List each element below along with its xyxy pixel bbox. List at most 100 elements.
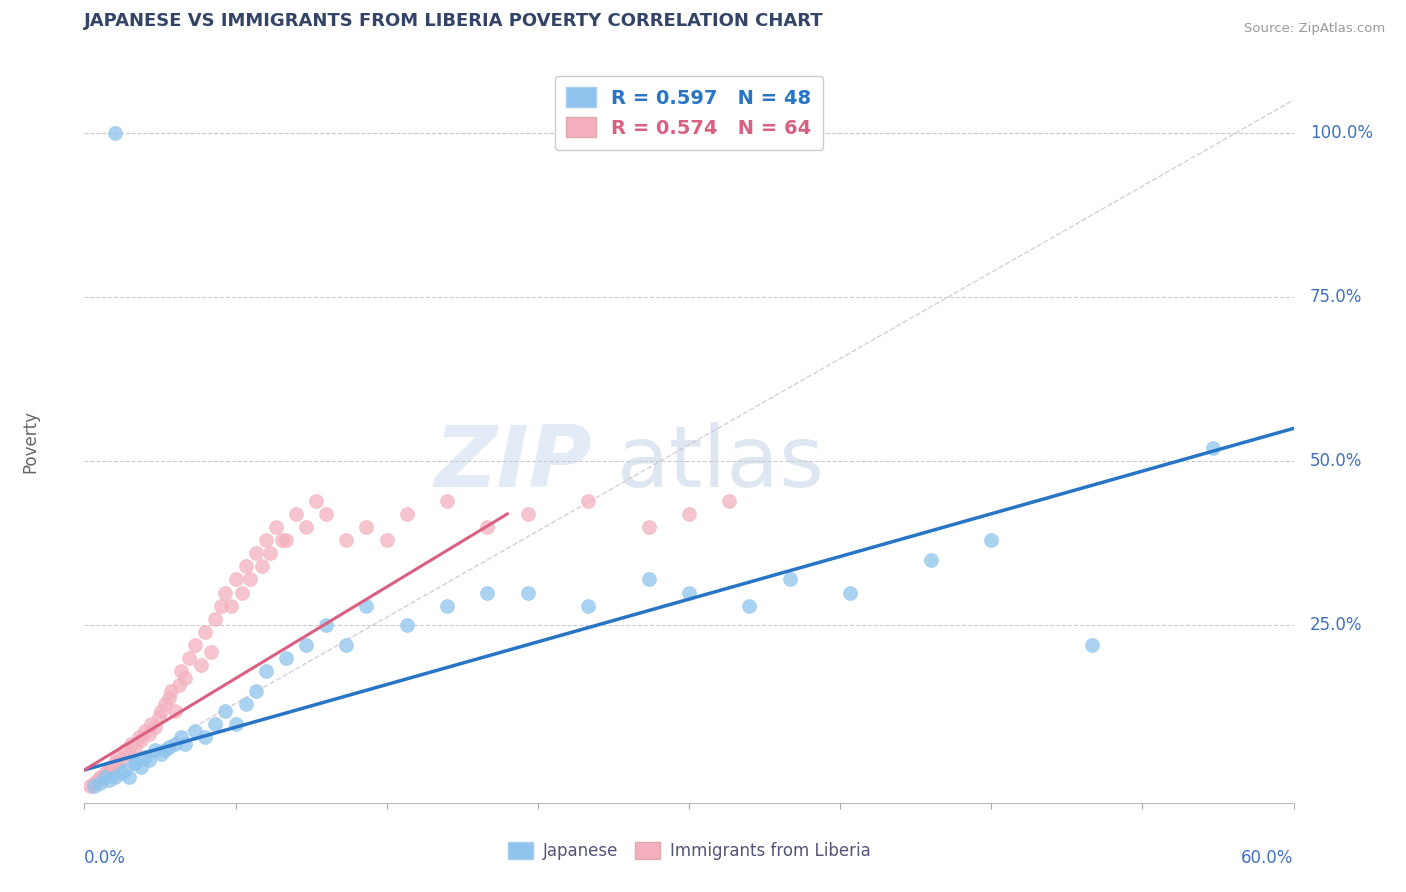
Point <box>114 743 136 757</box>
Legend: Japanese, Immigrants from Liberia: Japanese, Immigrants from Liberia <box>501 835 877 867</box>
Point <box>100 760 122 774</box>
Text: 100.0%: 100.0% <box>1309 124 1372 142</box>
Point <box>143 720 166 734</box>
Point <box>270 533 292 547</box>
Point <box>245 546 267 560</box>
Point <box>157 690 180 705</box>
Point <box>97 772 120 787</box>
Point <box>221 599 243 613</box>
Point <box>170 730 193 744</box>
Point <box>114 763 136 777</box>
Point <box>79 780 101 794</box>
Point <box>274 651 297 665</box>
Point <box>839 585 862 599</box>
Point <box>637 573 659 587</box>
Point <box>104 756 127 771</box>
Point <box>259 546 281 560</box>
Point <box>143 743 166 757</box>
Point <box>170 665 193 679</box>
Point <box>149 704 172 718</box>
Point <box>576 599 599 613</box>
Point <box>87 772 110 787</box>
Point <box>477 520 499 534</box>
Point <box>97 763 120 777</box>
Point <box>174 671 197 685</box>
Point <box>167 677 190 691</box>
Point <box>678 507 700 521</box>
Point <box>165 737 187 751</box>
Point <box>718 493 741 508</box>
Point <box>214 585 236 599</box>
Point <box>335 533 357 547</box>
Point <box>225 573 247 587</box>
Point <box>436 599 458 613</box>
Point <box>93 766 115 780</box>
Point <box>637 520 659 534</box>
Point <box>134 749 156 764</box>
Point <box>124 756 146 771</box>
Point <box>231 585 253 599</box>
Point <box>436 493 458 508</box>
Text: 0.0%: 0.0% <box>84 849 127 867</box>
Point <box>93 770 115 784</box>
Text: ZIP: ZIP <box>434 422 592 505</box>
Point <box>118 770 141 784</box>
Point <box>375 533 398 547</box>
Point <box>179 651 201 665</box>
Point <box>239 573 262 587</box>
Point <box>250 559 273 574</box>
Point <box>129 733 152 747</box>
Point <box>254 533 277 547</box>
Point <box>138 753 160 767</box>
Point <box>576 493 599 508</box>
Text: Poverty: Poverty <box>21 410 39 473</box>
Point <box>190 657 212 672</box>
Point <box>214 704 236 718</box>
Point <box>149 747 172 761</box>
Point <box>89 770 111 784</box>
Point <box>235 698 257 712</box>
Point <box>110 766 132 780</box>
Point <box>335 638 357 652</box>
Point <box>194 625 217 640</box>
Point <box>160 684 183 698</box>
Text: 25.0%: 25.0% <box>1309 616 1362 634</box>
Point <box>124 739 146 754</box>
Point <box>245 684 267 698</box>
Point <box>134 723 156 738</box>
Point <box>395 618 418 632</box>
Text: JAPANESE VS IMMIGRANTS FROM LIBERIA POVERTY CORRELATION CHART: JAPANESE VS IMMIGRANTS FROM LIBERIA POVE… <box>84 12 824 29</box>
Point <box>395 507 418 521</box>
Point <box>139 717 162 731</box>
Point <box>157 739 180 754</box>
Point <box>264 520 287 534</box>
Point <box>184 638 207 652</box>
Point <box>356 520 378 534</box>
Point <box>1202 441 1225 455</box>
Point <box>678 585 700 599</box>
Point <box>204 612 226 626</box>
Point <box>274 533 297 547</box>
Point <box>225 717 247 731</box>
Point <box>1081 638 1104 652</box>
Point <box>153 743 176 757</box>
Point <box>356 599 378 613</box>
Point <box>104 770 127 784</box>
Point <box>104 126 127 140</box>
Point <box>110 753 132 767</box>
Point <box>235 559 257 574</box>
Point <box>83 776 105 790</box>
Text: atlas: atlas <box>616 422 824 505</box>
Point <box>165 704 187 718</box>
Text: 50.0%: 50.0% <box>1309 452 1362 470</box>
Point <box>105 749 128 764</box>
Point <box>305 493 328 508</box>
Point <box>516 585 538 599</box>
Point <box>295 638 318 652</box>
Point <box>148 710 170 724</box>
Point <box>779 573 801 587</box>
Text: 75.0%: 75.0% <box>1309 288 1362 306</box>
Point <box>124 756 146 771</box>
Point <box>128 730 150 744</box>
Text: 60.0%: 60.0% <box>1241 849 1294 867</box>
